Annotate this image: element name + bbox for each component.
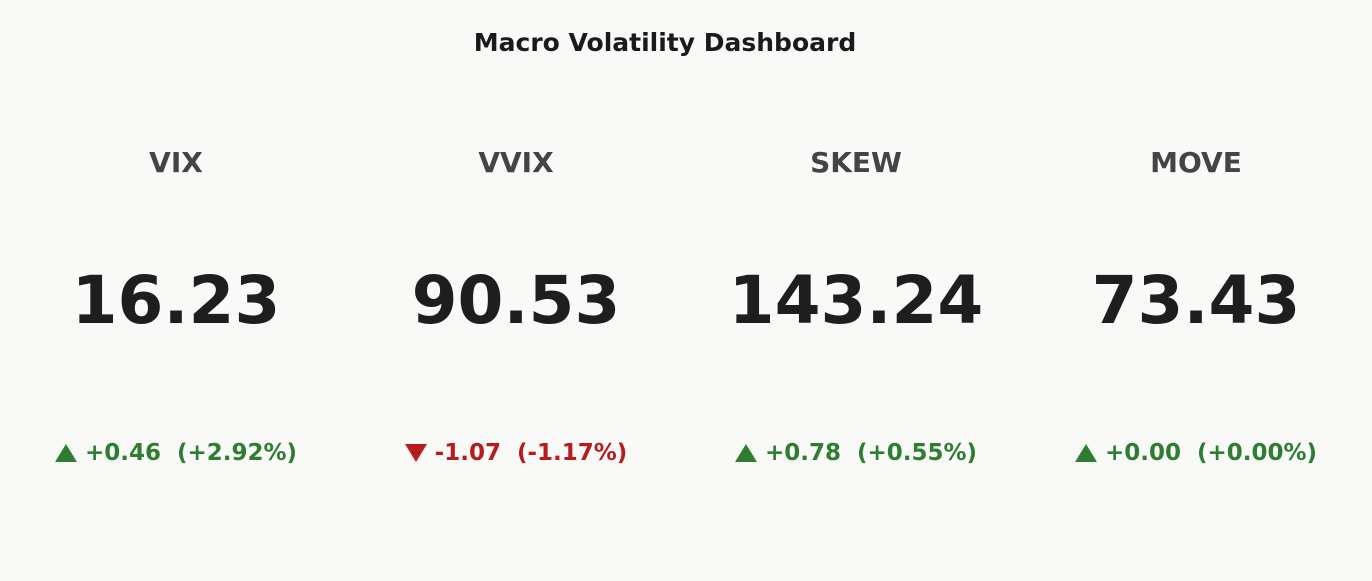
- indicator-name: VVIX: [478, 146, 554, 179]
- indicator-name: SKEW: [810, 146, 902, 179]
- change-percent: (+0.00%): [1196, 440, 1318, 466]
- change-value: +0.00: [1104, 440, 1181, 466]
- change-percent: (+0.55%): [856, 440, 978, 466]
- indicator-value: 143.24: [728, 262, 984, 339]
- change-arrow: [404, 444, 427, 462]
- change-value: -1.07: [434, 440, 501, 466]
- indicator: MOVE 73.43 +0.00 (+0.00%): [1026, 0, 1366, 581]
- arrow-shape: [404, 444, 427, 462]
- indicator-name: MOVE: [1150, 146, 1242, 179]
- indicator-value: 16.23: [71, 262, 281, 339]
- arrow-shape: [54, 444, 77, 462]
- indicator-change: +0.00 (+0.00%): [1026, 440, 1366, 466]
- change-arrow: [1074, 444, 1097, 462]
- indicator: VVIX 90.53 -1.07 (-1.17%): [346, 0, 686, 581]
- indicator-change: +0.46 (+2.92%): [6, 440, 346, 466]
- arrow-shape: [1074, 444, 1097, 462]
- indicator: SKEW 143.24 +0.78 (+0.55%): [686, 0, 1026, 581]
- dashboard-title: Macro Volatility Dashboard: [473, 28, 857, 57]
- indicator-grid: VIX 16.23 +0.46 (+2.92%) VVIX 90.53 -1.07 (-1.1…: [6, 0, 1366, 581]
- indicator: VIX 16.23 +0.46 (+2.92%): [6, 0, 346, 581]
- change-percent: (-1.17%): [516, 440, 628, 466]
- indicator-name: VIX: [149, 146, 203, 179]
- indicator-change: +0.78 (+0.55%): [686, 440, 1026, 466]
- change-value: +0.46: [84, 440, 161, 466]
- change-percent: (+2.92%): [176, 440, 298, 466]
- indicator-change: -1.07 (-1.17%): [346, 440, 686, 466]
- change-arrow: [734, 444, 757, 462]
- change-value: +0.78: [764, 440, 841, 466]
- indicator-value: 73.43: [1091, 262, 1301, 339]
- indicator-value: 90.53: [411, 262, 621, 339]
- change-arrow: [54, 444, 77, 462]
- arrow-shape: [734, 444, 757, 462]
